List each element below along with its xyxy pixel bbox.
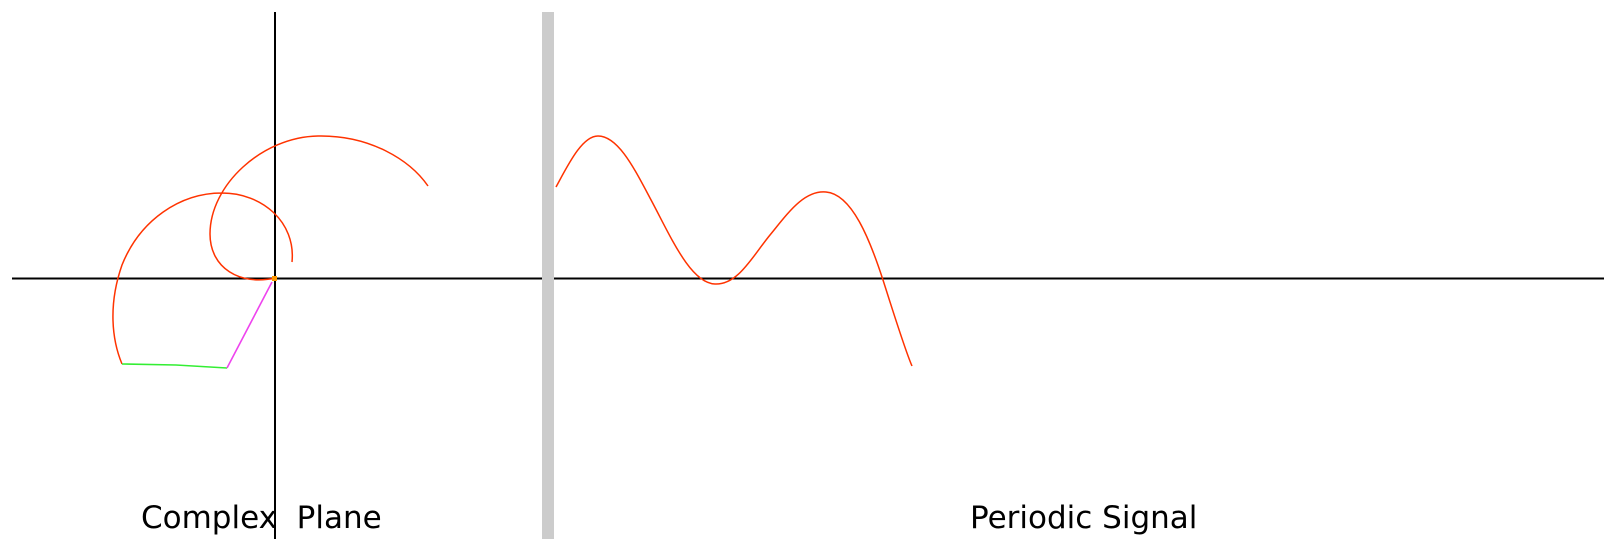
complex-trace-curve [112, 135, 429, 365]
periodic-signal-caption: Periodic Signal [970, 500, 1198, 536]
origin-marker [272, 276, 277, 281]
complex-plane-caption: Complex Plane [141, 500, 382, 536]
periodic-signal-curve [555, 135, 913, 367]
panel-divider [542, 12, 554, 539]
phasor-secondary-vector [226, 281, 273, 369]
phasor-primary-vector [121, 363, 228, 369]
